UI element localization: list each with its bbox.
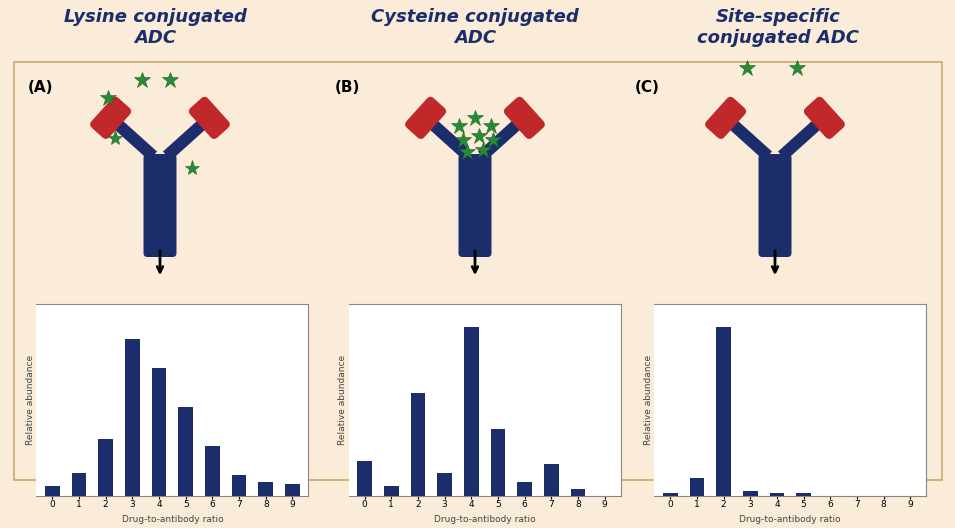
FancyBboxPatch shape [143,154,162,257]
Bar [663,493,677,496]
Bar [72,473,86,496]
FancyBboxPatch shape [473,154,492,257]
Bar [478,115,527,161]
Text: (B): (B) [335,80,360,95]
Bar [98,439,113,496]
Bar [464,327,478,496]
Bar [544,464,559,496]
Bar [770,493,784,496]
Text: Site-specific
conjugated ADC: Site-specific conjugated ADC [697,8,859,47]
Bar [571,489,585,496]
FancyBboxPatch shape [14,62,942,480]
Bar [423,115,472,161]
Bar [437,473,452,496]
Bar [778,115,827,161]
Bar [743,491,757,496]
Bar [125,340,139,496]
Bar [179,407,193,496]
Text: Lysine conjugated
ADC: Lysine conjugated ADC [64,8,246,47]
Bar [286,484,300,496]
Bar [232,475,246,496]
Bar [163,115,212,161]
Bar [259,482,273,496]
FancyBboxPatch shape [773,154,792,257]
Text: (C): (C) [635,80,660,95]
Bar [796,493,811,496]
Y-axis label: Relative abundance: Relative abundance [26,355,35,445]
Y-axis label: Relative abundance: Relative abundance [644,355,653,445]
Text: (A): (A) [28,80,53,95]
Bar [723,115,772,161]
Bar [716,327,731,496]
FancyBboxPatch shape [189,97,230,139]
FancyBboxPatch shape [405,97,446,139]
Bar [108,115,157,161]
FancyBboxPatch shape [804,97,845,139]
Bar [690,478,704,496]
FancyBboxPatch shape [90,97,131,139]
FancyBboxPatch shape [158,154,177,257]
Bar [411,393,425,496]
Bar [357,460,371,496]
X-axis label: Drug-to-antibody ratio: Drug-to-antibody ratio [739,515,841,524]
Bar [518,482,532,496]
FancyBboxPatch shape [705,97,746,139]
Y-axis label: Relative abundance: Relative abundance [338,355,348,445]
X-axis label: Drug-to-antibody ratio: Drug-to-antibody ratio [434,515,536,524]
Bar [491,429,505,496]
Bar [205,446,220,496]
Bar [152,368,166,496]
FancyBboxPatch shape [458,154,478,257]
FancyBboxPatch shape [758,154,777,257]
FancyBboxPatch shape [504,97,545,139]
Text: Cysteine conjugated
ADC: Cysteine conjugated ADC [371,8,579,47]
Bar [384,486,398,496]
Bar [45,486,59,496]
X-axis label: Drug-to-antibody ratio: Drug-to-antibody ratio [121,515,223,524]
